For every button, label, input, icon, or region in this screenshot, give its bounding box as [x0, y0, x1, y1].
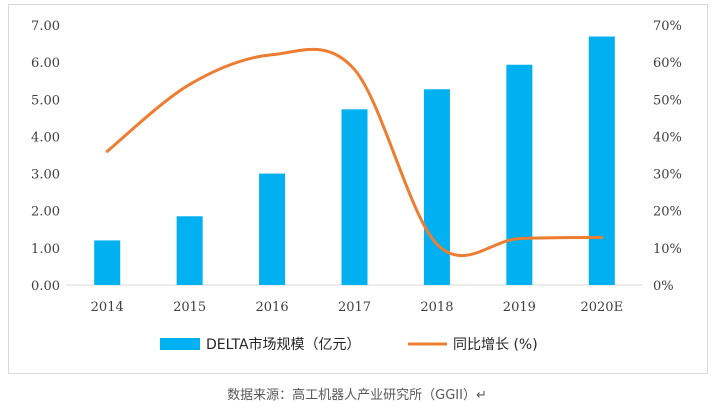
y-left-tick-label: 6.00 — [31, 56, 60, 71]
x-tick-label: 2014 — [91, 300, 124, 315]
chart-frame: 0.00 1.00 2.00 3.00 4.00 5.00 6.00 7.00 0% 10% 20%… — [8, 4, 708, 374]
bar-2014 — [94, 240, 121, 285]
legend-bar-swatch — [160, 338, 200, 350]
y-left-tick-label: 7.00 — [31, 19, 60, 34]
y-left-tick-label: 2.00 — [31, 205, 60, 220]
y-left-tick-label: 4.00 — [31, 130, 60, 145]
x-tick-label: 2018 — [420, 300, 453, 315]
y-left-tick-label: 1.00 — [31, 242, 60, 257]
legend-bar-label: DELTA市场规模（亿元） — [206, 336, 361, 353]
chart-canvas: 0.00 1.00 2.00 3.00 4.00 5.00 6.00 7.00 0% 10% 20%… — [31, 19, 682, 353]
y-right-tick-label: 40% — [653, 130, 682, 145]
bar-2018 — [423, 89, 450, 285]
x-tick-label: 2020E — [580, 300, 623, 315]
bar-2020E — [588, 36, 615, 286]
bar-2017 — [341, 109, 368, 285]
y-right-tick-label: 0% — [653, 279, 674, 294]
y-right-tick-label: 10% — [653, 242, 682, 257]
growth-line — [105, 47, 604, 257]
y-right-tick-label: 30% — [653, 168, 682, 183]
y-right-tick-label: 50% — [653, 93, 682, 108]
y-right-tick-label: 60% — [653, 56, 682, 71]
x-tick-label: 2019 — [503, 300, 536, 315]
y-right-tick-label: 70% — [653, 19, 682, 34]
source-note: 数据来源：高工机器人产业研究所（GGII）↵ — [227, 388, 487, 403]
y-left-tick-label: 3.00 — [31, 168, 60, 183]
bar-2015 — [176, 216, 203, 285]
y-left-tick-label: 5.00 — [31, 93, 60, 108]
x-tick-label: 2015 — [173, 300, 206, 315]
y-left-tick-label: 0.00 — [31, 279, 60, 294]
bar-2019 — [506, 64, 533, 285]
bar-2016 — [259, 173, 286, 285]
x-tick-label: 2017 — [338, 300, 371, 315]
y-right-tick-label: 20% — [653, 205, 682, 220]
legend-line-label: 同比增长 (%) — [453, 337, 538, 353]
x-tick-label: 2016 — [256, 300, 289, 315]
